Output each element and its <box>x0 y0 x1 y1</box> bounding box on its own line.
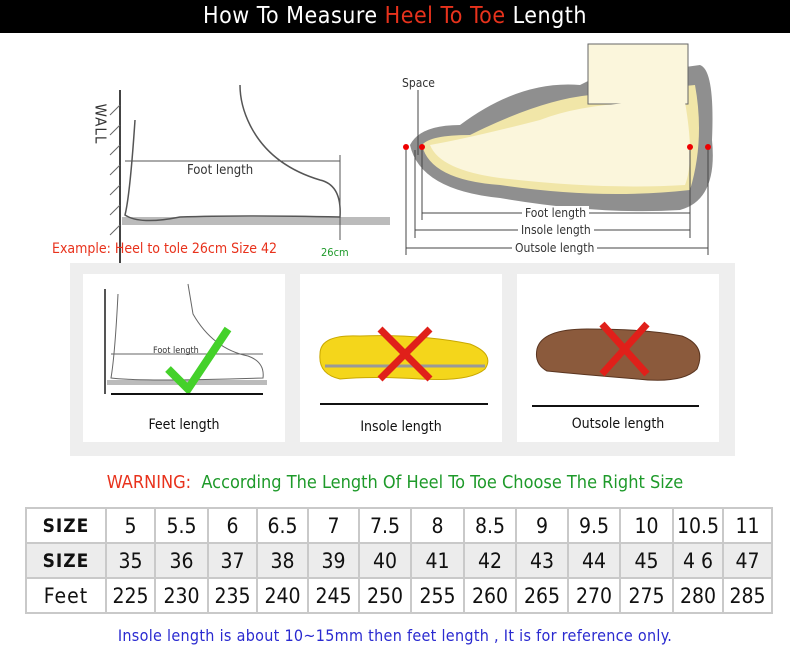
warning-text: WARNING: According The Length Of Heel To… <box>0 472 790 493</box>
table-cell: 8.5 <box>463 507 517 544</box>
table-cell: 44 <box>567 542 621 579</box>
table-cell: 285 <box>722 577 773 614</box>
table-cell: 225 <box>105 577 156 614</box>
foot-length-label: Foot length <box>187 163 254 178</box>
example-text: Example: Heel to tole 26cm Size 42 <box>52 241 277 257</box>
feet-length-label: Feet length <box>148 417 220 433</box>
insole-length-label: Insole length <box>518 223 594 237</box>
row-header: SIZE <box>25 507 107 544</box>
table-cell: 6.5 <box>256 507 309 544</box>
table-cell: 42 <box>463 542 517 579</box>
table-cell: 270 <box>567 577 621 614</box>
table-row: Feet 225 230 235 240 245 250 255 260 265 270 275 280… <box>25 577 773 614</box>
warning-label: WARNING: <box>106 472 192 493</box>
table-cell: 280 <box>672 577 724 614</box>
outsole-illustration <box>532 321 701 407</box>
table-cell: 43 <box>515 542 569 579</box>
card-foot-length-label: Foot length <box>153 346 199 356</box>
table-cell: 8 <box>410 507 465 544</box>
foot-wall-diagram <box>109 84 390 265</box>
feet-length-illustration <box>104 283 267 396</box>
table-cell: 5 <box>105 507 156 544</box>
table-cell: 39 <box>307 542 360 579</box>
cross-icon <box>599 321 650 377</box>
table-cell: 11 <box>722 507 773 544</box>
reference-note: Insole length is about 10~15mm then feet… <box>117 626 673 645</box>
warning-message: According The Length Of Heel To Toe Choo… <box>201 472 684 493</box>
table-cell: 9 <box>515 507 569 544</box>
table-cell: 37 <box>207 542 258 579</box>
table-cell: 7.5 <box>358 507 412 544</box>
table-row: SIZE 5 5.5 6 6.5 7 7.5 8 8.5 9 9.5 10 10.5 11 <box>25 507 773 544</box>
table-cell: 250 <box>358 577 412 614</box>
table-cell: 41 <box>410 542 465 579</box>
insole-illustration <box>319 326 489 405</box>
table-cell: 235 <box>207 577 258 614</box>
size-table: SIZE 5 5.5 6 6.5 7 7.5 8 8.5 9 9.5 10 10.5 11 SIZE 35 36… <box>25 507 773 614</box>
insole-length-label-card: Insole length <box>360 419 442 435</box>
check-icon <box>165 326 232 396</box>
card-insole-length: Insole length <box>300 274 502 442</box>
table-cell: 245 <box>307 577 360 614</box>
26cm-mark: 26cm <box>321 246 349 259</box>
row-header: Feet <box>25 577 107 614</box>
table-cell: 38 <box>256 542 309 579</box>
table-cell: 275 <box>619 577 674 614</box>
shoe-cross-section-diagram <box>403 43 713 255</box>
title-text-end: Length <box>505 3 587 29</box>
table-cell: 240 <box>256 577 309 614</box>
table-cell: 260 <box>463 577 517 614</box>
table-cell: 40 <box>358 542 412 579</box>
title-text: How To Measure <box>203 3 385 29</box>
table-cell: 6 <box>207 507 258 544</box>
wall-label: WALL <box>91 103 110 145</box>
outsole-length-label: Outsole length <box>512 241 598 255</box>
row-header: SIZE <box>25 542 107 579</box>
table-cell: 45 <box>619 542 674 579</box>
table-cell: 265 <box>515 577 569 614</box>
table-cell: 5.5 <box>154 507 209 544</box>
table-cell: 255 <box>410 577 465 614</box>
title-highlight: Heel To Toe <box>384 3 506 29</box>
space-label: Space <box>402 76 435 90</box>
page-title: How To Measure Heel To Toe Length <box>0 0 790 33</box>
table-cell: 35 <box>105 542 156 579</box>
table-cell: 10.5 <box>672 507 724 544</box>
table-cell: 4 6 <box>672 542 724 579</box>
outsole-length-label-card: Outsole length <box>571 416 665 432</box>
table-cell: 47 <box>722 542 773 579</box>
table-row: SIZE 35 36 37 38 39 40 41 42 43 44 45 4 6 47 <box>25 542 773 579</box>
table-cell: 9.5 <box>567 507 621 544</box>
table-cell: 7 <box>307 507 360 544</box>
table-cell: 230 <box>154 577 209 614</box>
table-cell: 36 <box>154 542 209 579</box>
cross-icon <box>377 326 433 382</box>
shoe-foot-length-label: Foot length <box>522 206 590 220</box>
card-feet-length: Foot length Feet length <box>83 274 285 442</box>
table-cell: 10 <box>619 507 674 544</box>
card-outsole-length: Outsole length <box>517 274 719 442</box>
